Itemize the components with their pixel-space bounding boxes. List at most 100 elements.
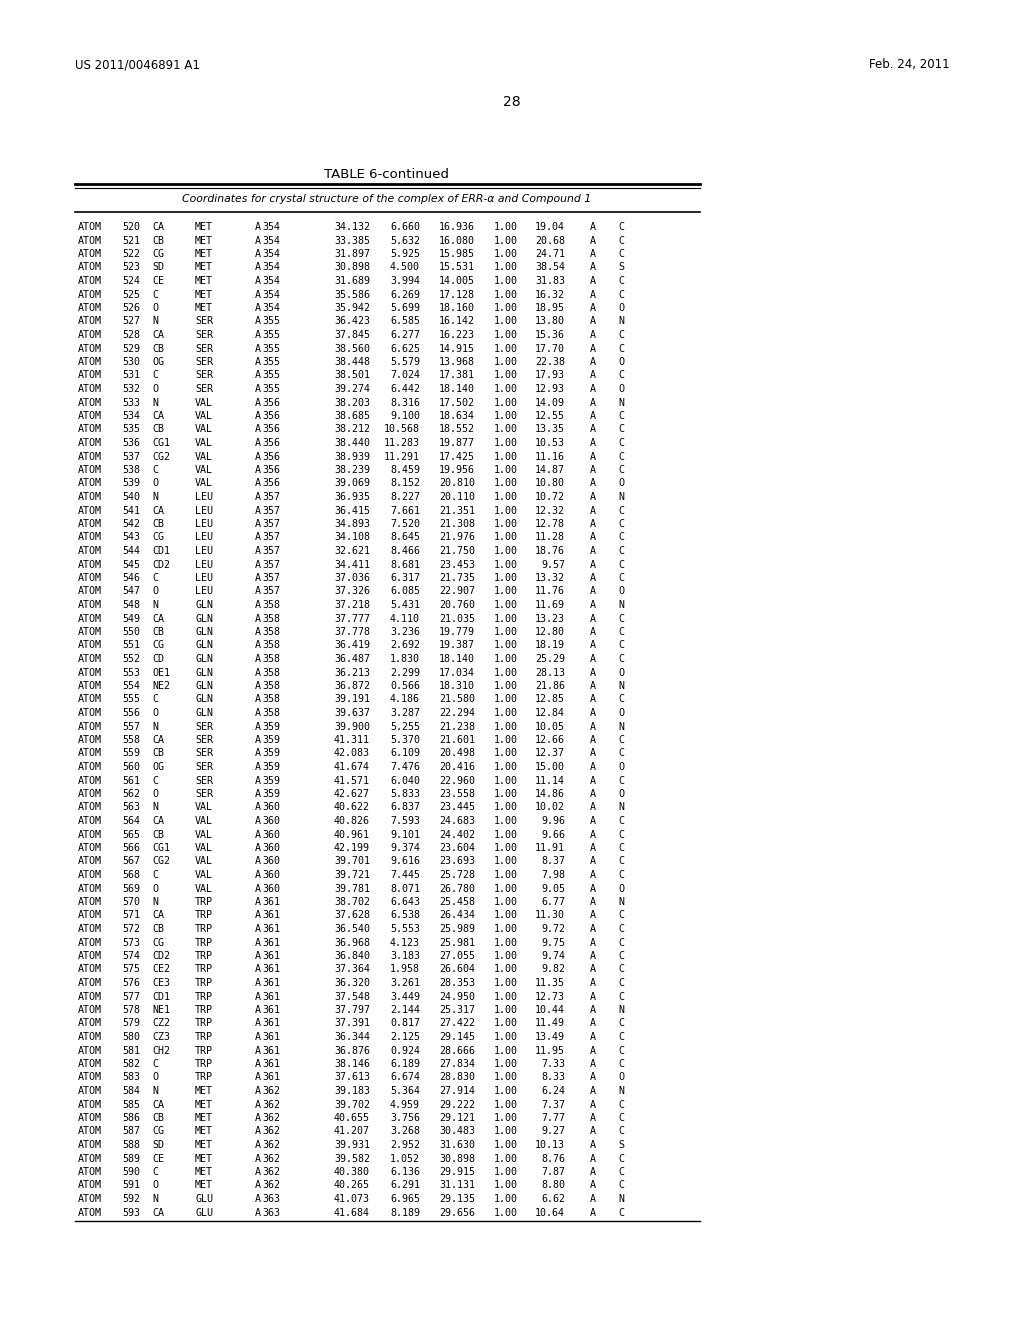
Text: A: A	[590, 748, 596, 759]
Text: TRP: TRP	[195, 991, 213, 1002]
Text: O: O	[152, 479, 158, 488]
Text: LEU: LEU	[195, 519, 213, 529]
Text: 8.459: 8.459	[390, 465, 420, 475]
Text: A: A	[590, 1019, 596, 1028]
Text: 1.00: 1.00	[494, 1180, 518, 1191]
Text: GLN: GLN	[195, 694, 213, 705]
Text: 3.183: 3.183	[390, 950, 420, 961]
Text: 15.00: 15.00	[535, 762, 565, 772]
Text: A: A	[255, 722, 261, 731]
Text: 21.735: 21.735	[439, 573, 475, 583]
Text: ATOM: ATOM	[78, 776, 102, 785]
Text: 1.00: 1.00	[494, 965, 518, 974]
Text: C: C	[618, 829, 624, 840]
Text: 1.00: 1.00	[494, 681, 518, 690]
Text: 25.317: 25.317	[439, 1005, 475, 1015]
Text: 360: 360	[262, 803, 280, 813]
Text: 9.27: 9.27	[541, 1126, 565, 1137]
Text: 2.692: 2.692	[390, 640, 420, 651]
Text: A: A	[255, 681, 261, 690]
Text: ATOM: ATOM	[78, 1195, 102, 1204]
Text: O: O	[618, 304, 624, 313]
Text: C: C	[618, 1045, 624, 1056]
Text: A: A	[590, 1086, 596, 1096]
Text: GLN: GLN	[195, 668, 213, 677]
Text: 26.780: 26.780	[439, 883, 475, 894]
Text: 18.95: 18.95	[535, 304, 565, 313]
Text: 7.77: 7.77	[541, 1113, 565, 1123]
Text: 520: 520	[122, 222, 140, 232]
Text: ATOM: ATOM	[78, 519, 102, 529]
Text: A: A	[255, 1167, 261, 1177]
Text: GLN: GLN	[195, 601, 213, 610]
Text: 528: 528	[122, 330, 140, 341]
Text: 523: 523	[122, 263, 140, 272]
Text: 15.531: 15.531	[439, 263, 475, 272]
Text: CE: CE	[152, 276, 164, 286]
Text: CA: CA	[152, 614, 164, 623]
Text: CB: CB	[152, 1113, 164, 1123]
Text: 546: 546	[122, 573, 140, 583]
Text: US 2011/0046891 A1: US 2011/0046891 A1	[75, 58, 200, 71]
Text: ATOM: ATOM	[78, 965, 102, 974]
Text: 8.645: 8.645	[390, 532, 420, 543]
Text: LEU: LEU	[195, 573, 213, 583]
Text: 557: 557	[122, 722, 140, 731]
Text: 17.70: 17.70	[535, 343, 565, 354]
Text: ATOM: ATOM	[78, 627, 102, 638]
Text: ATOM: ATOM	[78, 1045, 102, 1056]
Text: 6.040: 6.040	[390, 776, 420, 785]
Text: A: A	[255, 1072, 261, 1082]
Text: 28.830: 28.830	[439, 1072, 475, 1082]
Text: 21.976: 21.976	[439, 532, 475, 543]
Text: C: C	[618, 965, 624, 974]
Text: 7.661: 7.661	[390, 506, 420, 516]
Text: OG: OG	[152, 762, 164, 772]
Text: ATOM: ATOM	[78, 586, 102, 597]
Text: N: N	[152, 722, 158, 731]
Text: GLU: GLU	[195, 1208, 213, 1217]
Text: 42.083: 42.083	[334, 748, 370, 759]
Text: LEU: LEU	[195, 560, 213, 569]
Text: 1.00: 1.00	[494, 1154, 518, 1163]
Text: 16.142: 16.142	[439, 317, 475, 326]
Text: 1.00: 1.00	[494, 1032, 518, 1041]
Text: ATOM: ATOM	[78, 492, 102, 502]
Text: 38.212: 38.212	[334, 425, 370, 434]
Text: A: A	[255, 1059, 261, 1069]
Text: VAL: VAL	[195, 465, 213, 475]
Text: 532: 532	[122, 384, 140, 393]
Text: C: C	[618, 573, 624, 583]
Text: 35.942: 35.942	[334, 304, 370, 313]
Text: 571: 571	[122, 911, 140, 920]
Text: LEU: LEU	[195, 532, 213, 543]
Text: 357: 357	[262, 492, 280, 502]
Text: 17.034: 17.034	[439, 668, 475, 677]
Text: O: O	[152, 304, 158, 313]
Text: 2.144: 2.144	[390, 1005, 420, 1015]
Text: 37.777: 37.777	[334, 614, 370, 623]
Text: 33.385: 33.385	[334, 235, 370, 246]
Text: A: A	[255, 586, 261, 597]
Text: 7.37: 7.37	[541, 1100, 565, 1110]
Text: CG: CG	[152, 249, 164, 259]
Text: 575: 575	[122, 965, 140, 974]
Text: ATOM: ATOM	[78, 289, 102, 300]
Text: 25.29: 25.29	[535, 653, 565, 664]
Text: LEU: LEU	[195, 586, 213, 597]
Text: 1.00: 1.00	[494, 586, 518, 597]
Text: 12.37: 12.37	[535, 748, 565, 759]
Text: A: A	[590, 1005, 596, 1015]
Text: A: A	[255, 694, 261, 705]
Text: ATOM: ATOM	[78, 883, 102, 894]
Text: 592: 592	[122, 1195, 140, 1204]
Text: 36.872: 36.872	[334, 681, 370, 690]
Text: 4.959: 4.959	[390, 1100, 420, 1110]
Text: 537: 537	[122, 451, 140, 462]
Text: ATOM: ATOM	[78, 816, 102, 826]
Text: C: C	[618, 330, 624, 341]
Text: OG: OG	[152, 356, 164, 367]
Text: CZ2: CZ2	[152, 1019, 170, 1028]
Text: A: A	[255, 384, 261, 393]
Text: A: A	[590, 532, 596, 543]
